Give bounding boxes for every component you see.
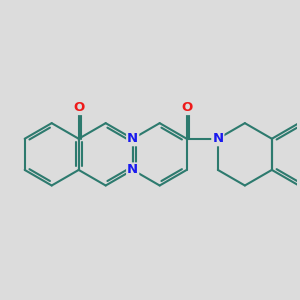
Text: N: N <box>127 132 138 145</box>
Text: O: O <box>181 101 192 114</box>
Text: N: N <box>127 164 138 176</box>
Text: O: O <box>73 101 84 114</box>
Text: N: N <box>212 132 224 145</box>
